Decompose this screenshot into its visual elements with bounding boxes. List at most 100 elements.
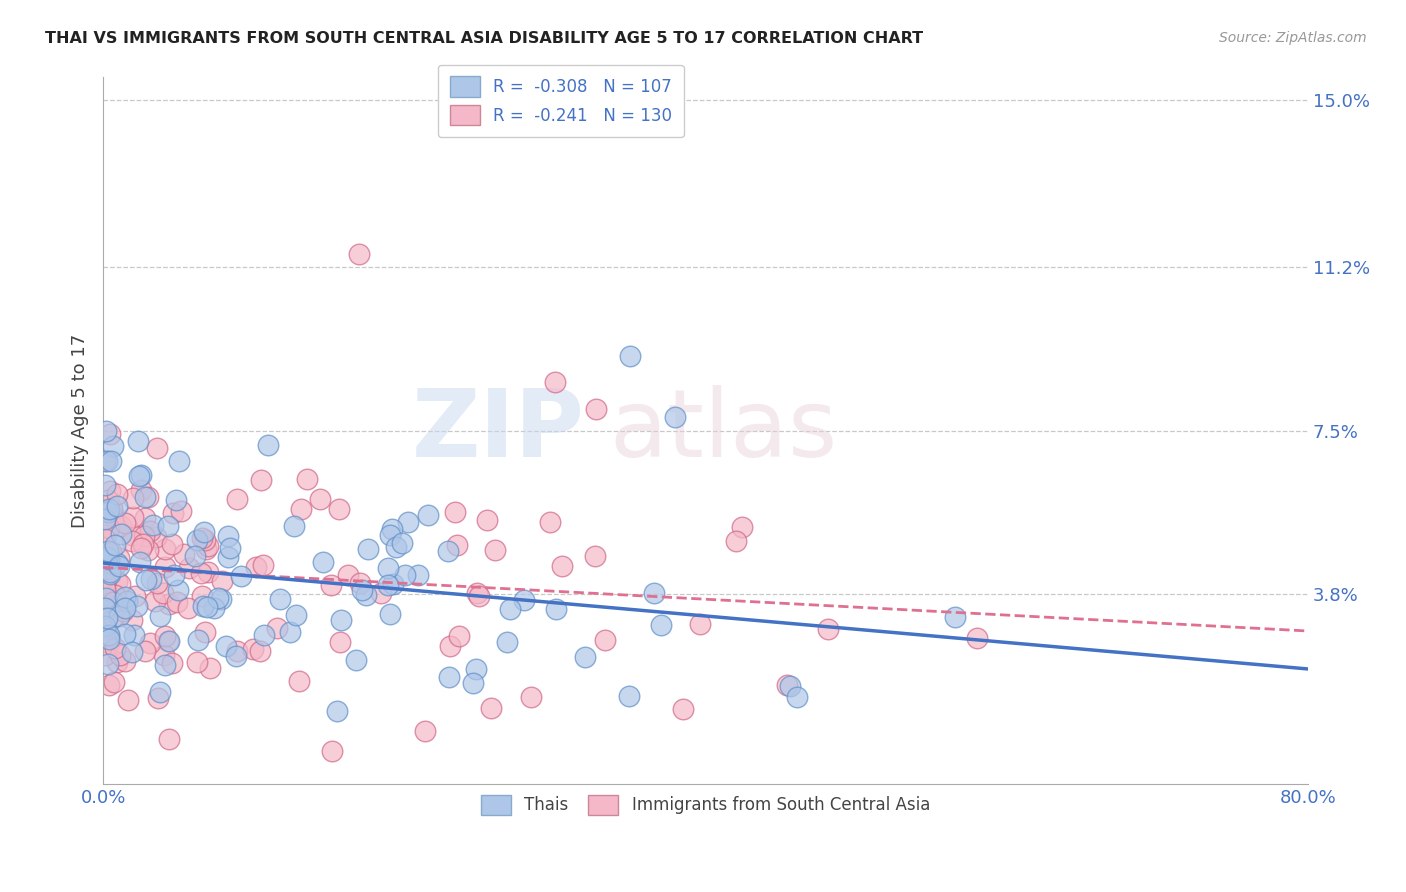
Point <box>93 648 115 663</box>
Point <box>136 490 159 504</box>
Point <box>103 675 125 690</box>
Point <box>585 402 607 417</box>
Point <box>396 515 419 529</box>
Point <box>250 473 273 487</box>
Point <box>110 527 132 541</box>
Point <box>252 558 274 572</box>
Point <box>249 643 271 657</box>
Point <box>479 701 502 715</box>
Point <box>128 469 150 483</box>
Point <box>226 644 249 658</box>
Point <box>121 613 143 627</box>
Point <box>295 472 318 486</box>
Point <box>93 453 115 467</box>
Point <box>93 512 115 526</box>
Point <box>129 467 152 482</box>
Point <box>166 595 188 609</box>
Point <box>145 529 167 543</box>
Point <box>377 577 399 591</box>
Point <box>93 582 115 596</box>
Point <box>776 678 799 692</box>
Point <box>664 410 686 425</box>
Point <box>114 654 136 668</box>
Point <box>98 427 121 442</box>
Point <box>93 618 115 632</box>
Point <box>103 610 125 624</box>
Point <box>139 572 162 586</box>
Point <box>162 537 184 551</box>
Point <box>467 589 489 603</box>
Point <box>195 600 218 615</box>
Point <box>93 584 115 599</box>
Point <box>184 549 207 563</box>
Point <box>98 566 121 581</box>
Point <box>394 568 416 582</box>
Point <box>101 439 124 453</box>
Point <box>121 510 143 524</box>
Point <box>475 513 498 527</box>
Point <box>245 560 267 574</box>
Point <box>186 655 208 669</box>
Point <box>105 499 128 513</box>
Point <box>194 624 217 639</box>
Point <box>439 639 461 653</box>
Point <box>153 542 176 557</box>
Point <box>97 543 120 558</box>
Point <box>325 704 347 718</box>
Point <box>444 505 467 519</box>
Point <box>94 628 117 642</box>
Point <box>437 670 460 684</box>
Point <box>231 569 253 583</box>
Point <box>190 566 212 581</box>
Point <box>114 516 136 530</box>
Point <box>319 578 342 592</box>
Point <box>153 648 176 662</box>
Point <box>112 604 135 618</box>
Point <box>538 515 561 529</box>
Point <box>731 520 754 534</box>
Point <box>105 487 128 501</box>
Point <box>129 555 152 569</box>
Point <box>138 524 160 539</box>
Point <box>122 628 145 642</box>
Point <box>152 585 174 599</box>
Point <box>284 607 307 622</box>
Point <box>100 454 122 468</box>
Point <box>406 568 429 582</box>
Point <box>121 534 143 549</box>
Point <box>105 656 128 670</box>
Point <box>110 519 132 533</box>
Point <box>132 537 155 551</box>
Point <box>156 634 179 648</box>
Point <box>93 527 115 541</box>
Text: atlas: atlas <box>609 384 838 476</box>
Point <box>195 541 218 556</box>
Point <box>512 593 534 607</box>
Point <box>617 690 640 704</box>
Point <box>142 518 165 533</box>
Point <box>163 567 186 582</box>
Point <box>103 510 125 524</box>
Point <box>186 533 208 547</box>
Point <box>100 544 122 558</box>
Point <box>193 533 215 547</box>
Point <box>546 602 568 616</box>
Point <box>153 629 176 643</box>
Point <box>290 502 312 516</box>
Point <box>817 622 839 636</box>
Point <box>378 607 401 622</box>
Point <box>416 508 439 523</box>
Point <box>329 635 352 649</box>
Point <box>218 541 240 555</box>
Point <box>179 561 201 575</box>
Point <box>108 559 131 574</box>
Point <box>191 589 214 603</box>
Point <box>101 503 124 517</box>
Point <box>97 520 120 534</box>
Point <box>211 574 233 589</box>
Point <box>650 617 672 632</box>
Point <box>544 375 567 389</box>
Point <box>198 661 221 675</box>
Point <box>153 658 176 673</box>
Point <box>593 633 616 648</box>
